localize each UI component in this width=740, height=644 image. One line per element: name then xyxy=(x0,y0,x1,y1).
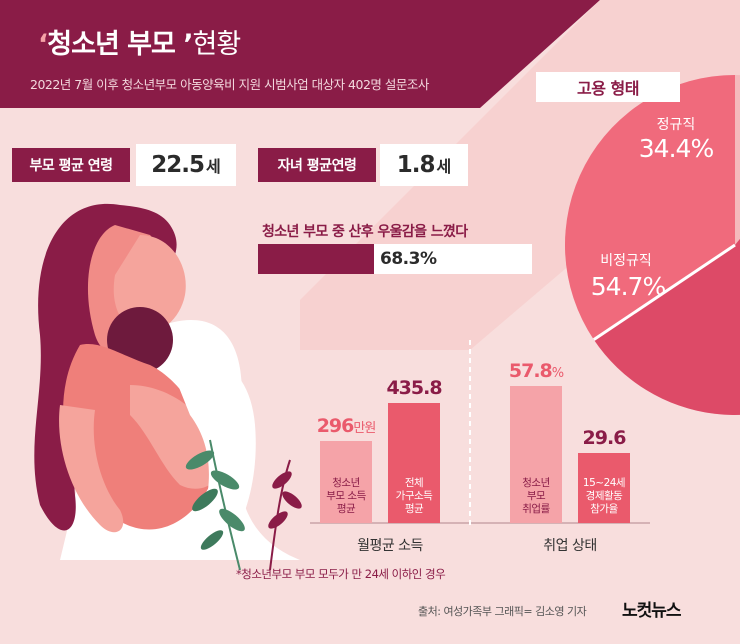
bar-label: 청소년 부모 취업률 xyxy=(522,477,550,516)
child-age-label: 자녀 평균연령 xyxy=(258,148,376,182)
logo: 노컷뉴스 xyxy=(622,601,682,621)
bar-chart-axes xyxy=(310,340,650,525)
footnote: *청소년부모 부모 모두가 만 24세 이하인 경우 xyxy=(236,567,446,581)
child-age-unit: 세 xyxy=(436,157,452,176)
bar-value: 29.6 xyxy=(582,426,627,449)
irregular-label: 비정규직 xyxy=(600,253,652,269)
bar-label: 청소년 부모 소득 평균 xyxy=(326,477,366,516)
bar-unit: 만원 xyxy=(353,421,376,437)
parent-age-unit: 세 xyxy=(206,157,221,176)
pie-divider xyxy=(592,243,736,341)
regular-label: 정규직 xyxy=(656,117,696,133)
employment-title: 고용 형태 xyxy=(536,72,680,102)
parent-age-value: 22.5 xyxy=(151,152,205,178)
depression-bar-fill xyxy=(258,244,374,274)
header-banner xyxy=(0,0,600,108)
child-age-value: 1.8 xyxy=(396,152,436,178)
page-subtitle: 2022년 7월 이후 청소년부모 아동양육비 지원 시범사업 대상자 402명… xyxy=(30,77,429,92)
bar xyxy=(388,403,440,523)
group-label: 취업 상태 xyxy=(543,538,597,554)
parent-age-label: 부모 평균 연령 xyxy=(12,148,130,182)
regular-value: 34.4% xyxy=(638,134,714,163)
irregular-value: 54.7% xyxy=(590,272,666,301)
source-credit: 출처: 여성가족부 그래픽= 김소영 기자 xyxy=(418,605,587,618)
bar-value: 435.8 xyxy=(386,377,442,399)
bar-unit: % xyxy=(551,366,564,381)
bar xyxy=(320,441,372,523)
child-age-value-box: 1.8 세 xyxy=(380,144,468,186)
bar-value: 57.8% xyxy=(508,360,564,382)
leaf-branch-icon xyxy=(185,439,302,571)
parent-age-value-box: 22.5 세 xyxy=(136,144,236,186)
bar-label: 15~24세 경제활동 참가율 xyxy=(582,477,626,516)
bar-label: 전체 가구소득 평균 xyxy=(395,477,433,516)
depression-bar-track: 68.3% xyxy=(258,244,532,274)
depression-value: 68.3% xyxy=(380,249,437,269)
group-label: 월평균 소득 xyxy=(357,538,423,554)
depression-label: 청소년 부모 중 산후 우울감을 느꼈다 xyxy=(262,224,468,240)
pie-slice-regular xyxy=(565,74,735,340)
bar xyxy=(510,386,562,523)
page-title: ‘청소년 부모 ’현황 xyxy=(38,29,241,60)
bar-value: 296만원 xyxy=(316,415,377,438)
pie-slice-irregular xyxy=(593,238,740,415)
bar xyxy=(578,452,630,523)
